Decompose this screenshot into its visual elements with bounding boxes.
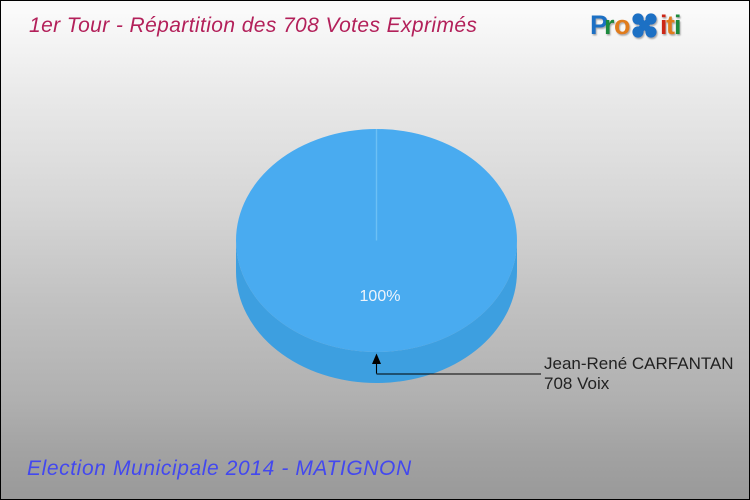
svg-text:100%: 100%: [360, 288, 401, 305]
